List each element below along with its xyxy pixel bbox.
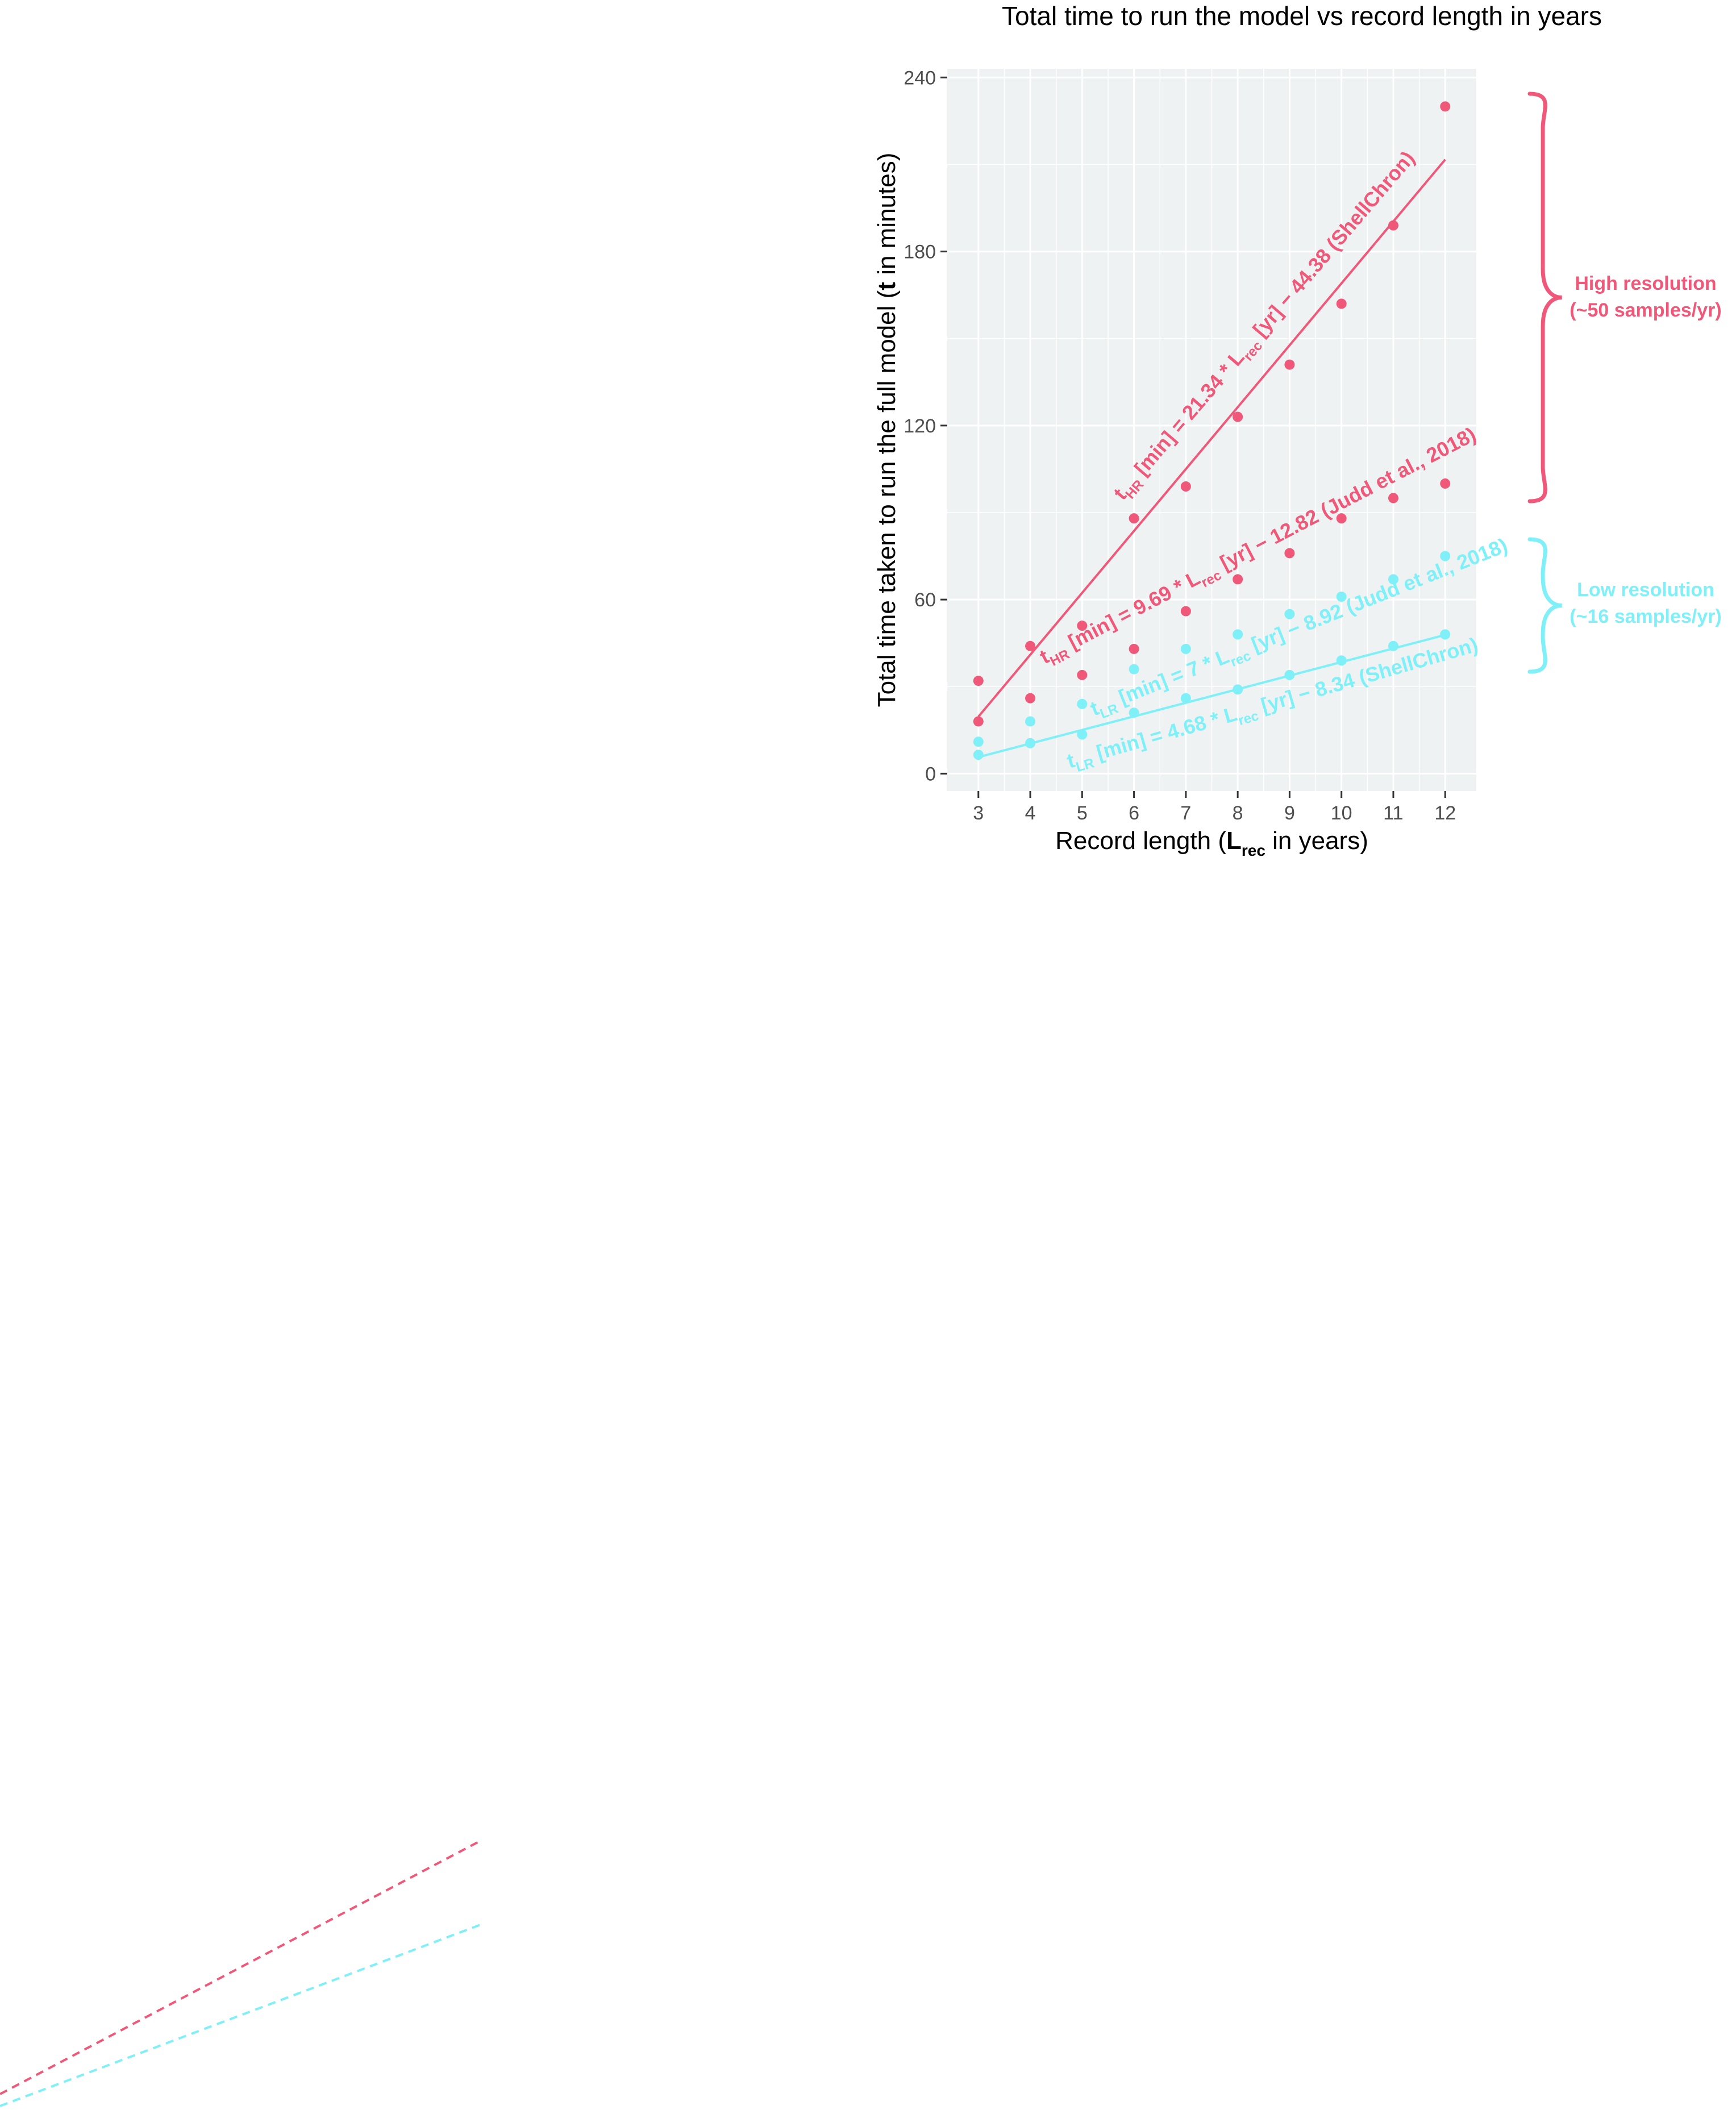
data-point-hr_shellchron [1180, 481, 1191, 492]
y-axis-label-text: in minutes) [873, 153, 901, 282]
data-point-lr_judd [1440, 551, 1451, 561]
data-point-hr_shellchron [1233, 411, 1243, 422]
x-axis-label-subscript: rec [1242, 842, 1265, 859]
data-point-lr_shellchron [1025, 738, 1036, 748]
data-point-hr_judd [1077, 621, 1088, 631]
resolution-brackets: High resolution (~50 samples/yr) Low resol… [1527, 91, 1722, 674]
data-point-hr_judd [1440, 478, 1451, 489]
data-point-hr_shellchron [1077, 669, 1088, 680]
data-point-lr_judd [973, 736, 984, 747]
fit-line-lr_shellchron [978, 634, 1446, 759]
annotation-high-line1: High resolution [1575, 273, 1716, 294]
y-axis-label-text: Total time taken to run the full model ( [873, 290, 901, 707]
x-tick-label: 11 [1383, 802, 1403, 824]
data-point-hr_judd [1025, 640, 1036, 651]
data-point-lr_shellchron [1336, 655, 1347, 666]
y-tick-label: 0 [925, 763, 936, 785]
data-point-lr_shellchron [1180, 693, 1191, 704]
data-point-hr_judd [1336, 513, 1347, 524]
data-point-hr_judd [1388, 493, 1398, 503]
brace-low [1527, 537, 1562, 674]
data-point-lr_judd [1129, 664, 1139, 675]
y-tick-label: 240 [904, 67, 936, 89]
data-point-hr_judd [973, 676, 984, 686]
x-tick-label: 5 [1077, 802, 1088, 824]
annotation-low-line1: Low resolution [1577, 579, 1714, 601]
x-tick-label: 7 [1180, 802, 1191, 824]
y-axis-label: Total time taken to run the full model (… [873, 153, 901, 708]
data-point-lr_judd [1025, 716, 1036, 727]
dashed-line-high [0, 1839, 482, 2095]
y-axis-label-symbol: t [873, 282, 901, 290]
x-axis-label-text: in years) [1265, 827, 1368, 855]
data-point-hr_judd [1180, 606, 1191, 617]
data-point-lr_shellchron [1077, 729, 1088, 740]
data-point-lr_judd [1180, 643, 1191, 654]
fit-line-hr_shellchron [977, 159, 1446, 718]
x-axis-label: Record length (Lrec in years) [1055, 827, 1368, 859]
x-axis-label-symbol: L [1226, 827, 1242, 855]
data-point-hr_shellchron [1388, 220, 1398, 231]
data-point-hr_judd [1233, 574, 1243, 585]
x-axis-label-text: Record length ( [1055, 827, 1226, 855]
data-point-hr_shellchron [973, 716, 984, 727]
data-point-lr_shellchron [1129, 708, 1139, 718]
data-point-lr_shellchron [1233, 684, 1243, 695]
data-point-lr_shellchron [1388, 640, 1398, 651]
annotation-low-line2: (~16 samples/yr) [1570, 606, 1721, 627]
data-point-hr_judd [1129, 643, 1139, 654]
dashed-lines [0, 1839, 482, 2107]
data-point-hr_shellchron [1284, 359, 1295, 370]
x-tick-label: 10 [1331, 802, 1352, 824]
annotation-high-line2: (~50 samples/yr) [1570, 299, 1721, 321]
dashed-line-low [0, 1923, 482, 2107]
data-point-lr_judd [1233, 629, 1243, 640]
data-point-hr_judd [1284, 548, 1295, 559]
data-point-hr_shellchron [1336, 298, 1347, 309]
y-tick-label: 120 [904, 415, 936, 437]
brace-high [1527, 91, 1562, 503]
x-tick-label: 6 [1129, 802, 1139, 824]
data-point-lr_shellchron [1284, 669, 1295, 680]
data-point-lr_judd [1388, 574, 1398, 585]
x-tick-label: 3 [973, 802, 984, 824]
data-point-lr_shellchron [1440, 629, 1451, 640]
data-point-lr_judd [1077, 698, 1088, 709]
data-point-hr_shellchron [1440, 101, 1451, 112]
x-tick-label: 8 [1233, 802, 1243, 824]
data-point-lr_shellchron [973, 750, 984, 760]
x-tick-label: 9 [1284, 802, 1295, 824]
plot-area: 0 60 120 180 240 3 4 5 6 7 8 9 10 11 12 Record length (… [873, 67, 1510, 859]
y-tick-label: 60 [914, 589, 936, 611]
y-tick-label: 180 [904, 242, 936, 263]
data-point-hr_shellchron [1129, 513, 1139, 524]
x-tick-label: 4 [1025, 802, 1036, 824]
data-point-hr_shellchron [1025, 693, 1036, 704]
data-point-lr_judd [1284, 609, 1295, 619]
data-point-lr_judd [1336, 592, 1347, 602]
x-tick-label: 12 [1434, 802, 1456, 824]
chart-title: Total time to run the model vs record le… [1002, 1, 1602, 31]
